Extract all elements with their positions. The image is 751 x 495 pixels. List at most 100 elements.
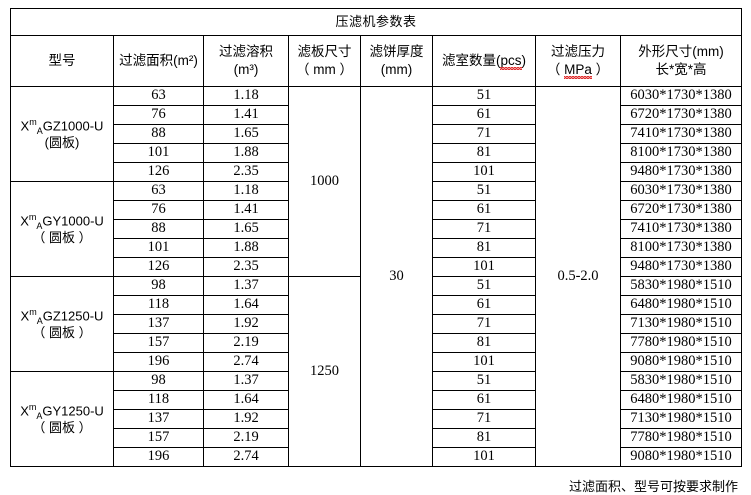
cell-chamber-count: 51 <box>432 276 536 296</box>
cell-model: XmAGY1250-U （ 圆板 ） <box>10 371 114 467</box>
column-header-chamber-count: 滤室数量(pcs) <box>432 35 536 87</box>
table-row: 76 1.41 61 6720*1730*1380 <box>11 200 743 220</box>
cell-chamber-count: 101 <box>432 162 536 182</box>
cell-filter-area: 101 <box>113 143 204 163</box>
cell-filter-volume: 2.35 <box>203 257 289 277</box>
filter-press-spec-table: 压滤机参数表 型号 过滤面积(m²) 过滤溶积 (m³) 滤板尺寸 （ mm ） <box>9 8 743 467</box>
cell-chamber-count: 71 <box>432 409 536 429</box>
cell-overall-dimensions: 5830*1980*1510 <box>619 371 743 391</box>
cell-chamber-count: 81 <box>432 428 536 448</box>
table-footnote: 过滤面积、型号可按要求制作 <box>568 479 738 494</box>
header-pressure-line2: （ MPa ） <box>546 61 610 79</box>
column-header-plate-size: 滤板尺寸 （ mm ） <box>288 35 361 87</box>
header-row: 型号 过滤面积(m²) 过滤溶积 (m³) 滤板尺寸 （ mm ） 滤饼厚度 (… <box>10 35 743 87</box>
cell-chamber-count: 61 <box>432 200 536 220</box>
model-name: XmAGY1250-U <box>20 402 104 421</box>
header-plate-line1: 滤板尺寸 <box>297 44 352 60</box>
cell-chamber-count: 81 <box>432 333 536 353</box>
cell-filter-volume: 1.88 <box>203 143 289 163</box>
table-row: 101 1.88 81 8100*1730*1380 <box>11 238 743 258</box>
cell-filter-area: 118 <box>113 390 204 410</box>
cell-filter-volume: 1.92 <box>203 314 289 334</box>
cell-overall-dimensions: 9480*1730*1380 <box>619 162 743 182</box>
header-area-line1: 过滤面积(m²) <box>119 52 198 68</box>
cell-filter-volume: 2.74 <box>203 447 289 467</box>
cell-filter-volume: 2.19 <box>203 333 289 353</box>
header-dim-line1: 外形尺寸(mm) <box>638 44 724 60</box>
cell-chamber-count: 71 <box>432 219 536 239</box>
model-superscript: m <box>28 212 37 222</box>
model-name: XmAGZ1250-U <box>20 307 104 326</box>
table-row: XmAGY1000-U （ 圆板 ） 63 1.18 51 6030*1730*1380 <box>10 181 743 277</box>
cell-chamber-count: 51 <box>432 86 536 106</box>
table-row: 157 2.19 81 7780*1980*1510 <box>11 428 743 448</box>
cell-filter-volume: 1.88 <box>203 238 289 258</box>
cell-overall-dimensions: 6480*1980*1510 <box>619 390 743 410</box>
model-superscript: m <box>29 307 37 317</box>
cell-plate-size: 1250 <box>288 276 361 467</box>
cell-chamber-count: 101 <box>432 447 536 467</box>
column-header-filter-volume: 过滤溶积 (m³) <box>203 35 289 87</box>
cell-chamber-count: 61 <box>432 105 536 125</box>
cell-filter-volume: 2.35 <box>203 162 289 182</box>
table-body: 压滤机参数表 型号 过滤面积(m²) 过滤溶积 (m³) 滤板尺寸 （ mm ） <box>9 8 743 467</box>
model-name: XmAGY1000-U <box>20 212 104 231</box>
column-header-cake-thickness: 滤饼厚度 (mm) <box>360 35 433 87</box>
cell-filter-volume: 1.65 <box>203 124 289 144</box>
cell-overall-dimensions: 7410*1730*1380 <box>619 219 743 239</box>
column-header-filter-pressure: 过滤压力 （ MPa ） <box>535 35 621 87</box>
cell-model: XmAGY1000-U （ 圆板 ） <box>10 181 114 277</box>
cell-model: XmAGZ1000-U (圆板) <box>10 86 114 182</box>
cell-filter-area: 98 <box>113 276 204 296</box>
cell-filter-area: 88 <box>113 219 204 239</box>
cell-filter-area: 157 <box>113 333 204 353</box>
cell-filter-pressure: 0.5-2.0 <box>535 86 621 467</box>
header-chamber-line1: 滤室数量(pcs) <box>441 52 526 71</box>
table-row: 88 1.65 71 7410*1730*1380 <box>11 219 743 239</box>
cell-filter-volume: 1.65 <box>203 219 289 239</box>
cell-chamber-count: 81 <box>432 143 536 163</box>
cell-filter-area: 137 <box>113 409 204 429</box>
cell-filter-volume: 1.18 <box>203 86 289 106</box>
table-row: 118 1.64 61 6480*1980*1510 <box>11 295 743 315</box>
cell-overall-dimensions: 6480*1980*1510 <box>619 295 743 315</box>
table-row: 101 1.88 81 8100*1730*1380 <box>11 143 743 163</box>
header-cake-line2: (mm) <box>380 61 413 77</box>
cell-plate-size: 1000 <box>288 86 361 277</box>
cell-overall-dimensions: 5830*1980*1510 <box>619 276 743 296</box>
cell-filter-area: 101 <box>113 238 204 258</box>
cell-overall-dimensions: 6720*1730*1380 <box>619 200 743 220</box>
model-plate-type: (圆板) <box>44 135 80 151</box>
cell-overall-dimensions: 7780*1980*1510 <box>619 333 743 353</box>
cell-chamber-count: 61 <box>432 390 536 410</box>
cell-chamber-count: 61 <box>432 295 536 315</box>
cell-overall-dimensions: 8100*1730*1380 <box>619 143 743 163</box>
cell-filter-area: 118 <box>113 295 204 315</box>
cell-filter-volume: 2.19 <box>203 428 289 448</box>
cell-chamber-count: 71 <box>432 314 536 334</box>
cell-filter-volume: 1.41 <box>203 200 289 220</box>
header-plate-line2: （ mm ） <box>296 61 353 77</box>
cell-filter-volume: 1.37 <box>203 371 289 391</box>
header-cake-line1: 滤饼厚度 <box>369 44 424 60</box>
cell-filter-volume: 1.64 <box>203 295 289 315</box>
cell-overall-dimensions: 9080*1980*1510 <box>619 447 743 467</box>
model-plate-type: （ 圆板 ） <box>32 420 92 436</box>
cell-chamber-count: 51 <box>432 181 536 201</box>
table-row: 137 1.92 71 7130*1980*1510 <box>11 409 743 429</box>
cell-overall-dimensions: 6720*1730*1380 <box>619 105 743 125</box>
cell-filter-volume: 1.18 <box>203 181 289 201</box>
cell-overall-dimensions: 6030*1730*1380 <box>619 181 743 201</box>
table-row: 157 2.19 81 7780*1980*1510 <box>11 333 743 353</box>
cell-chamber-count: 81 <box>432 238 536 258</box>
header-volume-line1: 过滤溶积 <box>219 44 273 60</box>
document-page: 压滤机参数表 型号 过滤面积(m²) 过滤溶积 (m³) 滤板尺寸 （ mm ） <box>9 8 743 494</box>
cell-filter-volume: 1.92 <box>203 409 289 429</box>
header-model-line1: 型号 <box>48 52 76 68</box>
cell-filter-volume: 1.41 <box>203 105 289 125</box>
cell-filter-area: 88 <box>113 124 204 144</box>
column-header-overall-dimensions: 外形尺寸(mm) 长*宽*高 <box>619 35 743 87</box>
model-superscript: m <box>29 117 37 127</box>
column-header-filter-area: 过滤面积(m²) <box>113 35 204 87</box>
cell-overall-dimensions: 7130*1980*1510 <box>619 409 743 429</box>
